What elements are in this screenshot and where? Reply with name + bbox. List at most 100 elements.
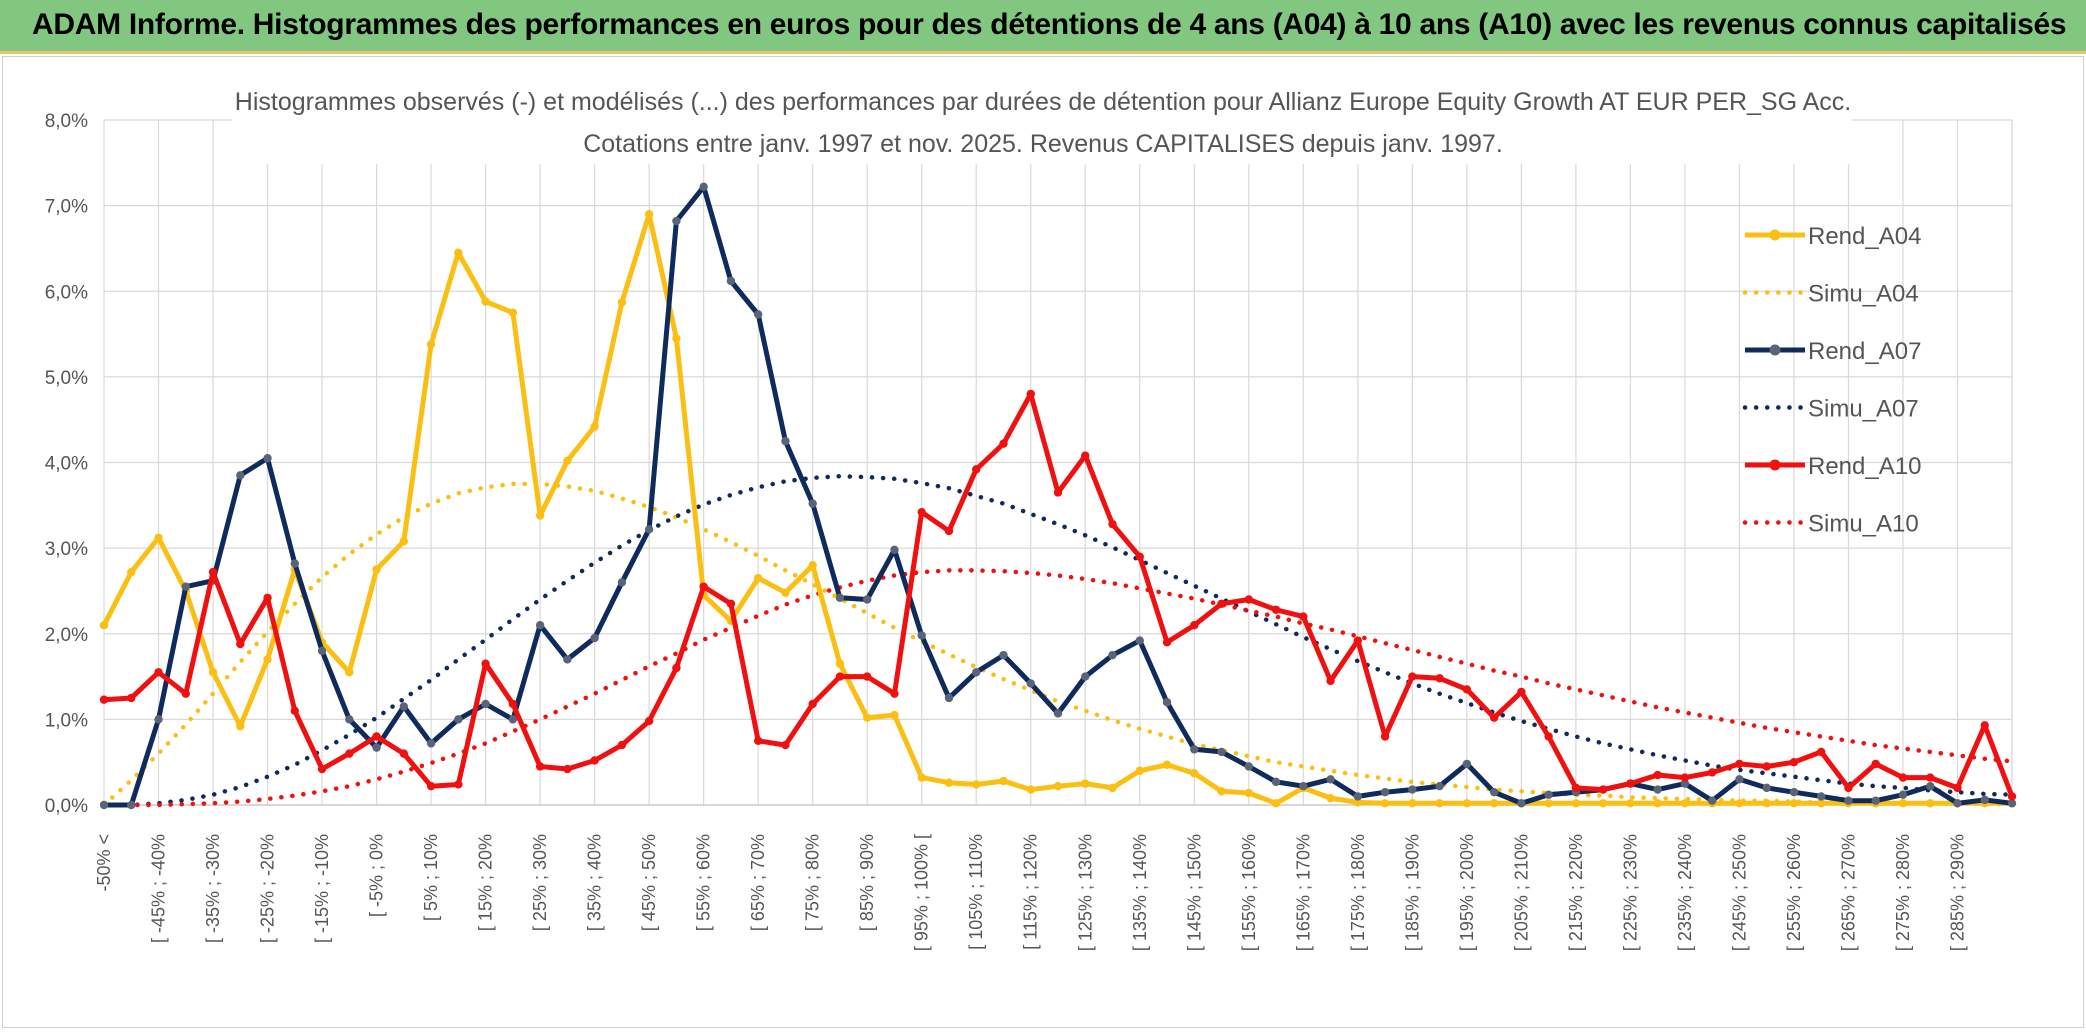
- data-point: [1190, 620, 1199, 630]
- data-point: [1680, 779, 1690, 788]
- legend-entry-simu-a07: Simu_A07: [1742, 396, 1919, 423]
- y-tick-label: 0,0%: [45, 796, 88, 817]
- data-point: [835, 593, 845, 602]
- chart-subtitle: Cotations entre janv. 1997 et nov. 2025.…: [583, 130, 1503, 158]
- legend-label: Rend_A07: [1808, 338, 1921, 365]
- data-point: [1953, 783, 1962, 793]
- data-point: [1299, 781, 1308, 791]
- data-point: [1735, 799, 1744, 808]
- data-point: [1108, 783, 1117, 793]
- legend-marker: [1769, 459, 1781, 471]
- data-point: [644, 209, 654, 219]
- data-point: [699, 582, 708, 591]
- x-tick-label: [ 285% ; 290%: [1947, 834, 1967, 951]
- data-point: [972, 465, 981, 474]
- x-tick-label: [ 255% ; 260%: [1784, 834, 1804, 951]
- data-point: [154, 668, 163, 677]
- x-tick-label: [ 95% ; 100% [: [912, 834, 932, 951]
- data-point: [454, 715, 463, 724]
- data-point: [1271, 799, 1281, 808]
- data-point: [535, 762, 545, 771]
- x-tick-label: [ 225% ; 230%: [1620, 834, 1640, 951]
- x-tick-label: [ 235% ; 240%: [1675, 834, 1695, 951]
- chart-legend: Rend_A04 Simu_A04 Rend_A07 Simu_A07 Rend_A10…: [1742, 223, 1921, 538]
- data-point: [508, 308, 518, 317]
- data-point: [508, 699, 518, 709]
- data-point: [1326, 793, 1335, 803]
- data-point: [781, 436, 790, 446]
- data-point: [890, 710, 899, 720]
- series-line: [103, 391, 2015, 798]
- x-tick-label: [ 25% ; 30%: [530, 834, 550, 931]
- data-point: [1489, 787, 1499, 797]
- data-point: [127, 567, 136, 577]
- data-point: [1408, 799, 1417, 808]
- data-point: [1680, 799, 1690, 808]
- series-line: [101, 568, 2015, 808]
- data-point: [835, 659, 845, 668]
- data-point: [372, 743, 381, 752]
- data-point: [399, 702, 409, 711]
- data-point: [290, 559, 299, 568]
- data-point: [1817, 799, 1826, 808]
- series-simu-a04: [101, 481, 2015, 808]
- data-point: [1217, 599, 1226, 608]
- data-point: [1271, 605, 1281, 614]
- data-point: [1326, 676, 1335, 686]
- data-point: [1408, 785, 1417, 794]
- data-point: [454, 248, 463, 257]
- data-point: [399, 537, 409, 546]
- legend-entry-rend-a04: Rend_A04: [1745, 223, 1921, 250]
- data-point: [1081, 779, 1090, 788]
- data-point: [617, 740, 627, 750]
- data-point: [1217, 747, 1226, 757]
- data-point: [345, 668, 354, 677]
- data-point: [890, 689, 899, 698]
- data-point: [454, 780, 463, 789]
- data-point: [917, 773, 926, 782]
- y-tick-label: 6,0%: [45, 282, 88, 303]
- x-tick-label: [ 105% ; 110%: [966, 834, 986, 950]
- data-point: [1844, 796, 1853, 805]
- data-point: [1462, 759, 1472, 769]
- series-line: [101, 481, 2015, 808]
- data-point: [372, 565, 381, 574]
- data-point: [481, 699, 490, 709]
- data-point: [1789, 799, 1799, 808]
- data-point: [781, 740, 790, 750]
- legend-marker: [1769, 229, 1781, 241]
- data-point: [399, 749, 409, 758]
- data-point: [1244, 788, 1254, 798]
- data-point: [863, 713, 872, 722]
- legend-label: Simu_A10: [1808, 511, 1919, 538]
- data-point: [1898, 790, 1908, 799]
- legend-label: Rend_A04: [1808, 223, 1921, 250]
- data-point: [1817, 747, 1826, 757]
- y-tick-label: 5,0%: [45, 368, 88, 389]
- data-point: [1162, 698, 1172, 707]
- data-point: [672, 216, 681, 226]
- x-tick-label: [ 35% ; 40%: [585, 834, 605, 931]
- data-point: [999, 776, 1008, 786]
- report-banner: ADAM Informe. Histogrammes des performan…: [0, 0, 2086, 54]
- data-point: [99, 695, 109, 704]
- data-point: [1190, 745, 1199, 754]
- data-point: [1435, 799, 1444, 808]
- chart-frame: [2, 56, 2084, 1028]
- data-point: [1871, 759, 1880, 769]
- data-point: [1190, 769, 1199, 778]
- data-point: [699, 182, 708, 191]
- data-point: [1571, 799, 1581, 808]
- data-point: [590, 633, 599, 643]
- data-point: [1898, 773, 1908, 782]
- data-point: [1544, 799, 1553, 808]
- data-point: [1380, 799, 1390, 808]
- x-tick-label: [ 185% ; 190%: [1402, 834, 1422, 951]
- x-tick-label: [ 215% ; 220%: [1566, 834, 1586, 951]
- data-point: [1489, 713, 1499, 722]
- data-point: [1626, 799, 1635, 808]
- legend-entry-simu-a04: Simu_A04: [1742, 281, 1919, 308]
- data-point: [99, 800, 109, 810]
- data-point: [1299, 612, 1308, 621]
- data-point: [1353, 798, 1363, 807]
